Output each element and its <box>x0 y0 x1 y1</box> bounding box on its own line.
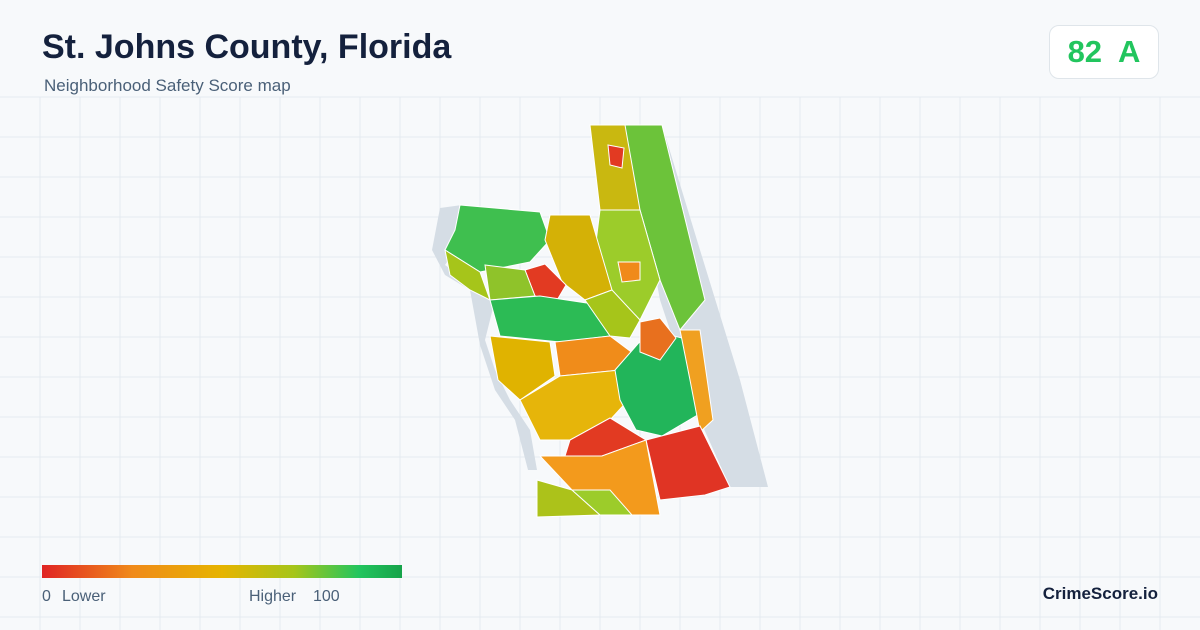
legend-max: 100 <box>313 588 340 605</box>
score-grade: A <box>1118 34 1141 69</box>
subtitle: Neighborhood Safety Score map <box>44 76 291 95</box>
legend-min: 0 <box>42 588 51 605</box>
score-badge: 82 A <box>1049 25 1159 79</box>
legend-gradient <box>42 565 402 578</box>
legend-max-label: Higher <box>249 588 297 605</box>
score-value: 82 <box>1067 34 1103 69</box>
brand: CrimeScore.io <box>1042 584 1158 603</box>
legend-min-label: Lower <box>62 588 106 605</box>
county-map <box>432 124 768 518</box>
title: St. Johns County, Florida <box>42 28 452 66</box>
